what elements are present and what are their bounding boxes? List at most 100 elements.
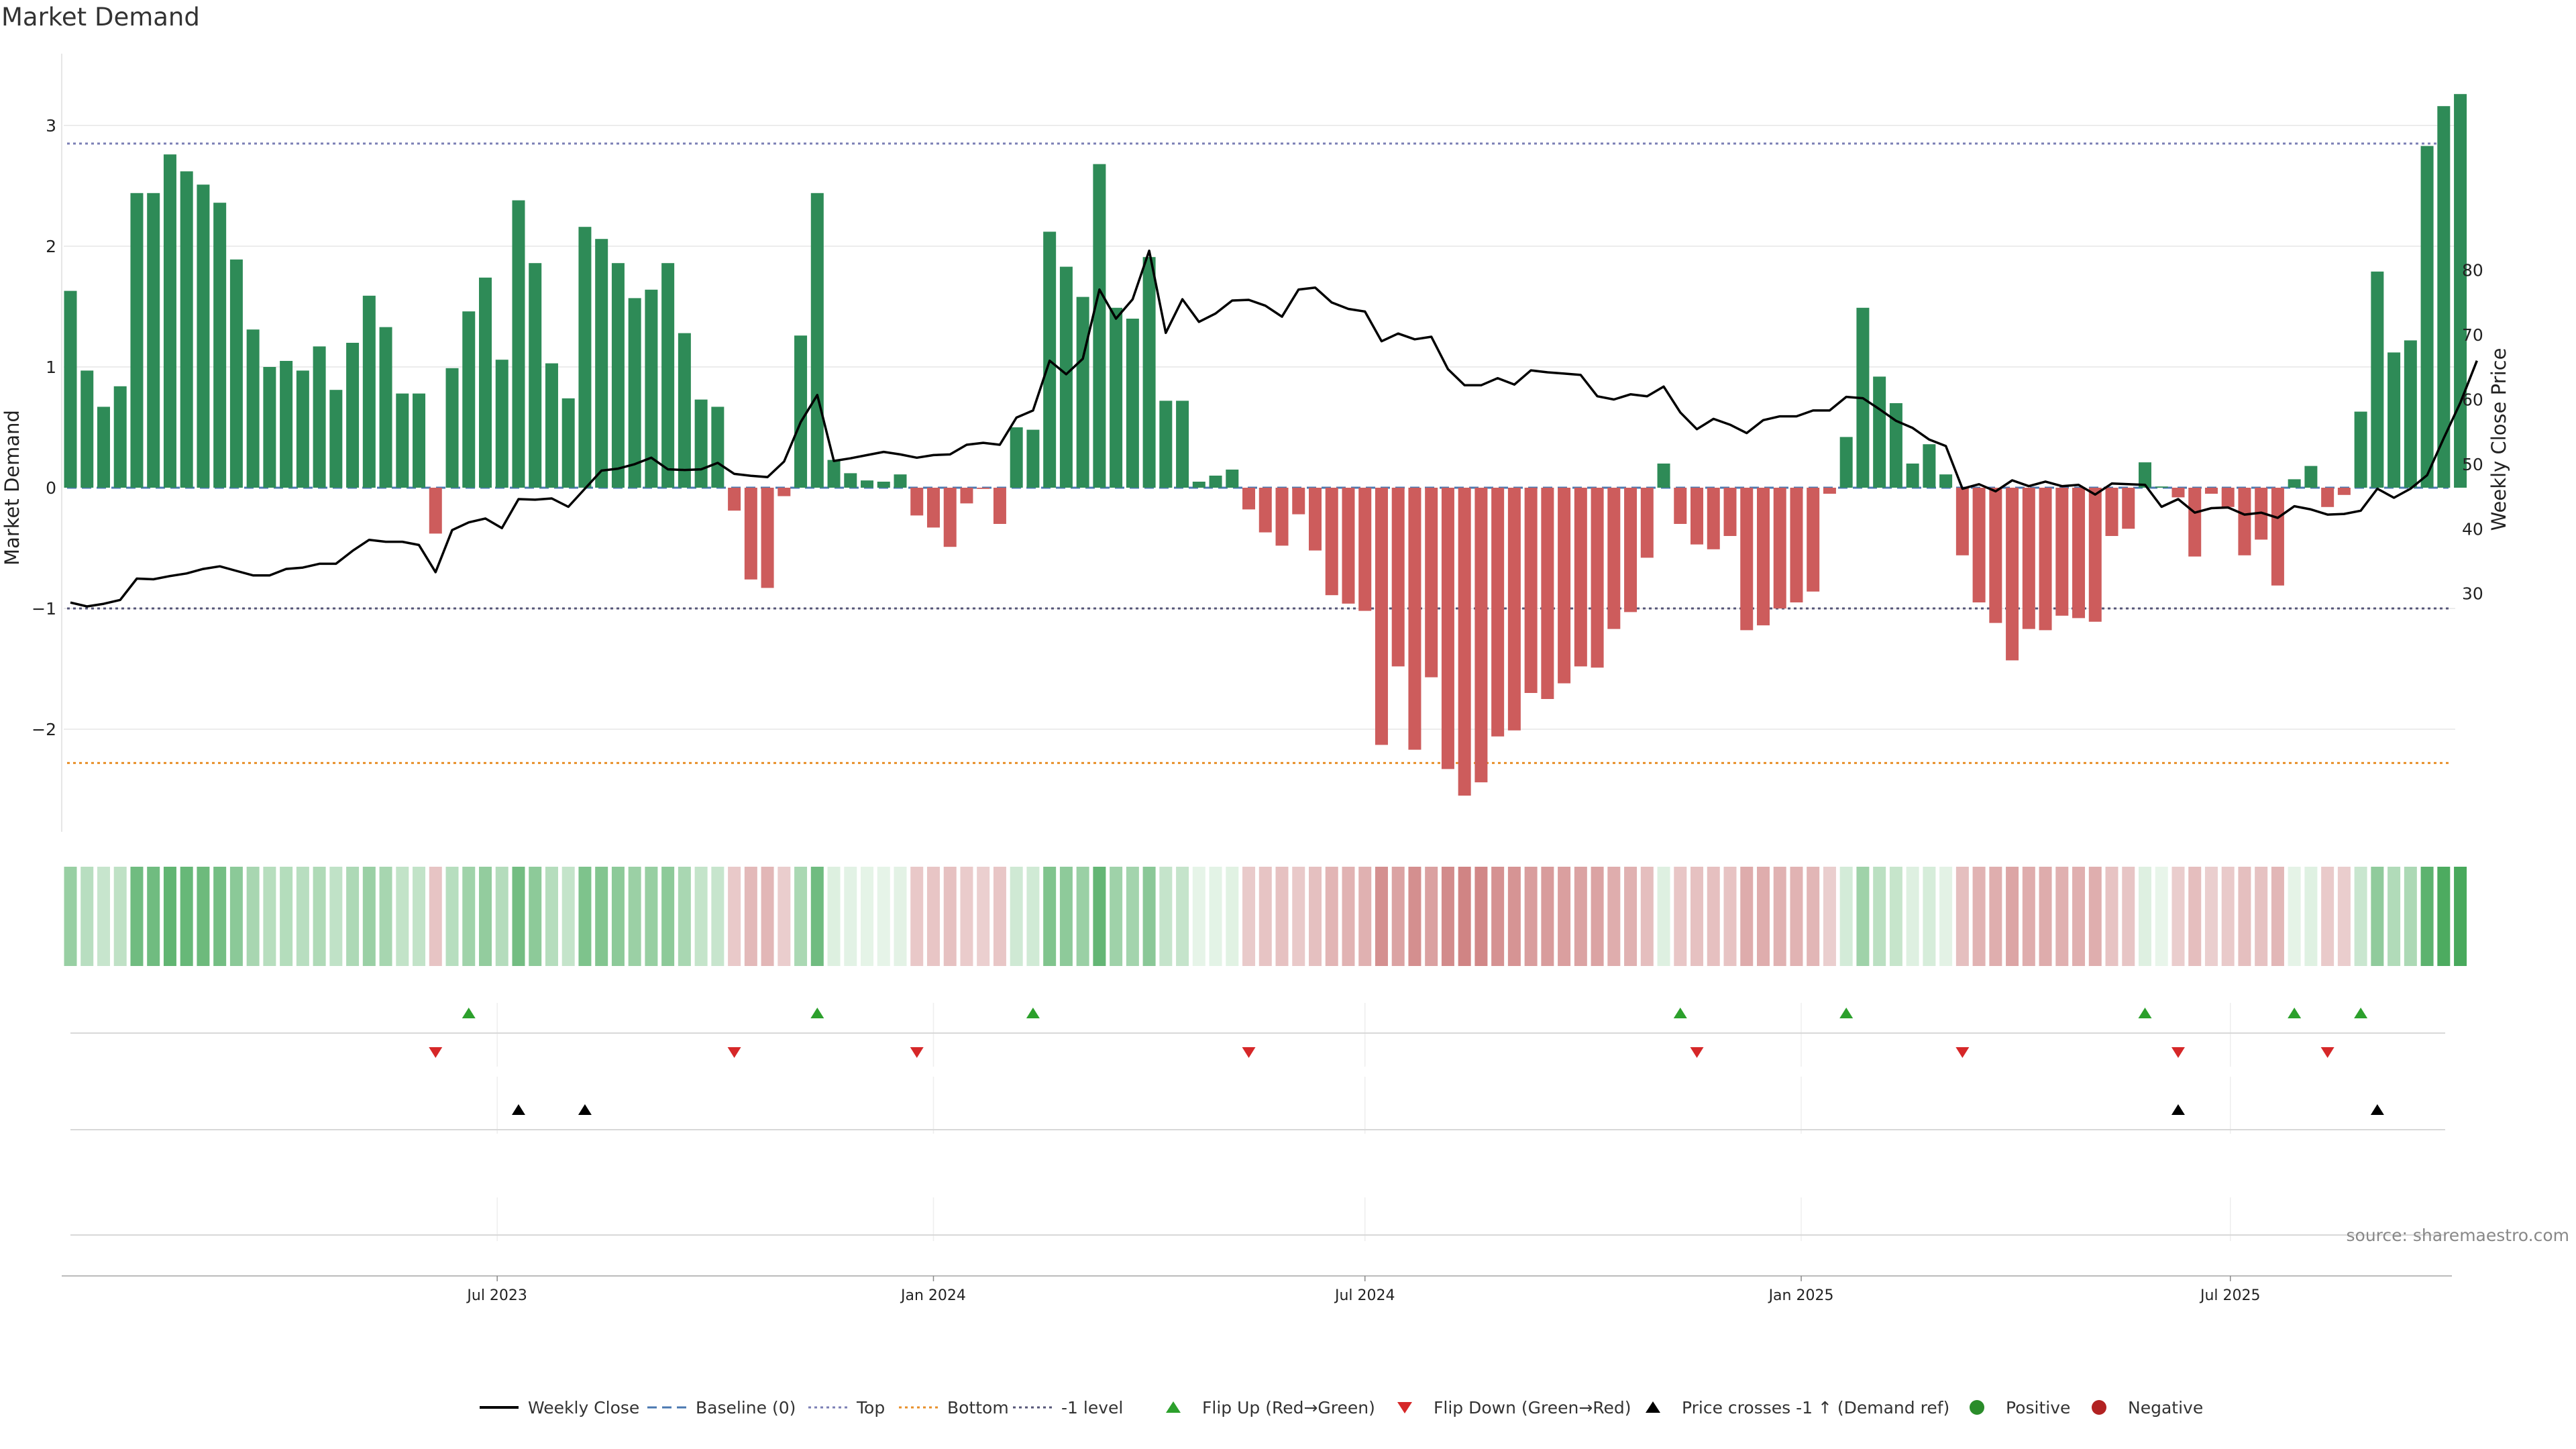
triangle-up-marker xyxy=(1839,1008,1854,1018)
heat-cell xyxy=(396,867,409,966)
demand-bar xyxy=(1474,488,1488,783)
heat-cell xyxy=(1989,867,2002,966)
demand-bar xyxy=(1209,476,1222,488)
y2-tick-label: 30 xyxy=(2462,584,2483,604)
triangle-down-marker xyxy=(727,1047,741,1058)
triangle-down-marker xyxy=(1690,1047,1704,1058)
heat-cell xyxy=(2122,867,2135,966)
heat-cell xyxy=(1640,867,1654,966)
heat-cell xyxy=(1856,867,1870,966)
demand-bar xyxy=(1640,488,1654,558)
heat-cell xyxy=(64,867,77,966)
heat-cell xyxy=(877,867,890,966)
heat-cell xyxy=(1491,867,1505,966)
demand-bar xyxy=(1309,488,1322,551)
demand-bar xyxy=(1906,464,1919,488)
heat-cell xyxy=(362,867,376,966)
heat-cell xyxy=(2221,867,2235,966)
demand-bar xyxy=(728,488,741,511)
demand-bar xyxy=(2321,488,2334,507)
demand-bar xyxy=(993,488,1006,524)
heat-cell xyxy=(678,867,691,966)
heat-cell xyxy=(197,867,210,966)
heat-cell xyxy=(1955,867,1969,966)
triangle-down-marker xyxy=(2171,1047,2185,1058)
demand-bar xyxy=(2387,352,2401,488)
y-tick-label: 0 xyxy=(46,478,56,498)
heat-cell xyxy=(628,867,641,966)
heat-cell xyxy=(2055,867,2069,966)
heat-cell xyxy=(2271,867,2284,966)
demand-bar xyxy=(1507,488,1521,731)
demand-bar xyxy=(2304,466,2318,488)
demand-bar xyxy=(1126,319,1139,488)
heat-cell xyxy=(1242,867,1256,966)
demand-bar xyxy=(1093,164,1106,488)
demand-bar xyxy=(1972,488,1986,602)
legend-label: Flip Down (Green→Red) xyxy=(1434,1398,1631,1417)
demand-bar xyxy=(1839,437,1853,488)
heat-cell xyxy=(1823,867,1836,966)
heat-cell xyxy=(1209,867,1222,966)
demand-bar xyxy=(794,335,808,488)
heat-cell xyxy=(2105,867,2118,966)
demand-bar xyxy=(877,482,890,488)
demand-bar xyxy=(180,171,193,488)
heat-cell xyxy=(346,867,360,966)
demand-bar xyxy=(280,361,293,488)
y2-tick-label: 40 xyxy=(2462,519,2483,539)
heat-cell xyxy=(1309,867,1322,966)
demand-bar xyxy=(2055,488,2069,616)
heat-cell xyxy=(1010,867,1023,966)
demand-bar xyxy=(628,298,641,488)
demand-bar xyxy=(1059,266,1073,488)
demand-bar xyxy=(2088,488,2102,622)
demand-bar xyxy=(1010,427,1023,488)
legend-triangle-up xyxy=(1646,1401,1660,1413)
demand-bar xyxy=(2354,411,2367,488)
heat-cell xyxy=(2022,867,2035,966)
heat-cell xyxy=(1126,867,1139,966)
demand-bar xyxy=(2171,488,2185,498)
y-axis-right: 80 70 60 50 40 30 xyxy=(2462,261,2483,604)
x-tick-label: Jan 2024 xyxy=(900,1287,966,1304)
heat-cell xyxy=(1474,867,1488,966)
legend-label: Price crosses -1 ↑ (Demand ref) xyxy=(1682,1398,1949,1417)
demand-bar xyxy=(894,474,907,488)
heat-cell xyxy=(1142,867,1156,966)
demand-bar xyxy=(1889,403,1902,488)
demand-bar xyxy=(147,193,160,488)
heat-cell xyxy=(1939,867,1953,966)
demand-bar xyxy=(2006,488,2019,661)
heat-cell xyxy=(1906,867,1919,966)
heat-cell xyxy=(1358,867,1372,966)
demand-bar xyxy=(1142,257,1156,488)
heat-cell xyxy=(2139,867,2151,966)
heat-cell xyxy=(661,867,675,966)
heat-cell xyxy=(1076,867,1089,966)
chart-title: Market Demand xyxy=(1,3,200,32)
legend: Weekly Close Baseline (0) Top Bottom -1 leve… xyxy=(480,1398,2203,1417)
demand-bar xyxy=(97,407,110,488)
heat-cell xyxy=(1690,867,1704,966)
demand-bar xyxy=(462,311,476,488)
demand-bar xyxy=(2122,488,2135,529)
heat-cell xyxy=(130,867,144,966)
demand-bar xyxy=(1823,488,1836,494)
demand-bar xyxy=(777,488,791,496)
heat-cell xyxy=(263,867,276,966)
heat-cell xyxy=(1541,867,1554,966)
heat-cell xyxy=(2304,867,2318,966)
demand-bar xyxy=(1524,488,1538,693)
heat-cell xyxy=(1425,867,1438,966)
heat-cell xyxy=(2088,867,2102,966)
demand-bar xyxy=(1558,488,1571,684)
demand-bar xyxy=(445,368,459,488)
y-tick-label: −2 xyxy=(32,720,56,739)
legend-label: Baseline (0) xyxy=(696,1398,796,1417)
demand-bars xyxy=(64,94,2467,796)
demand-bar xyxy=(1441,488,1454,769)
heat-cell xyxy=(1176,867,1189,966)
heat-cell xyxy=(1342,867,1355,966)
demand-bar xyxy=(2420,146,2434,488)
